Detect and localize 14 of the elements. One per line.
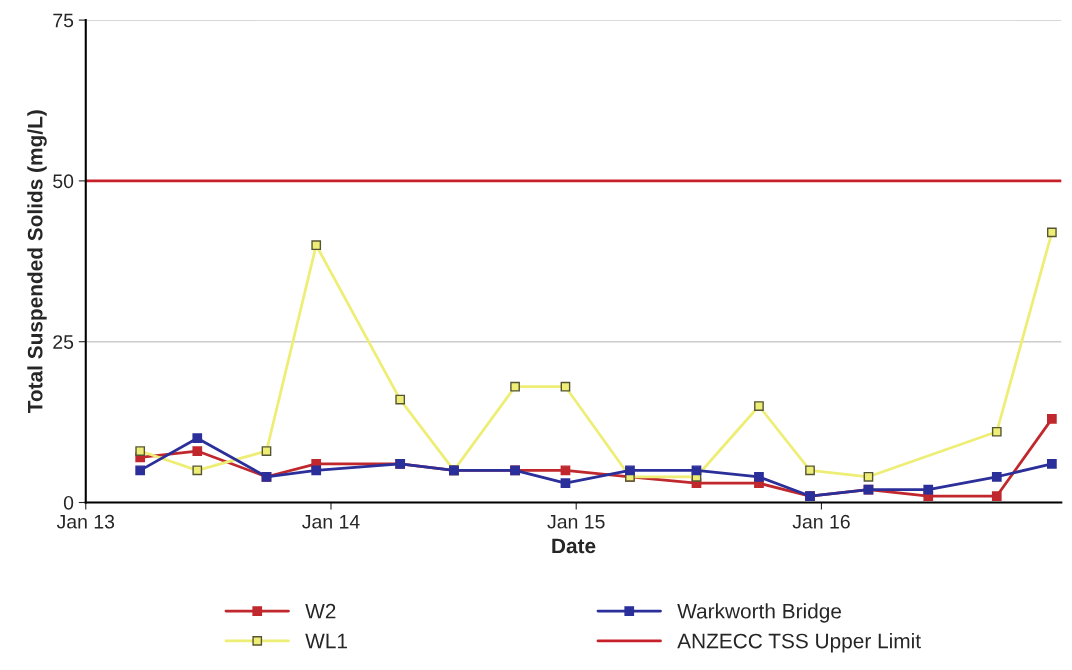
x-tick-label: Jan 13 bbox=[56, 514, 115, 529]
y-tick-label: 0 bbox=[63, 495, 74, 510]
x-axis-title: Date bbox=[552, 538, 596, 554]
y-tick-label: 50 bbox=[53, 174, 74, 189]
y-tick-label: 25 bbox=[53, 335, 74, 349]
x-tick-label: Jan 16 bbox=[792, 514, 850, 529]
legend-label: ANZECC TSS Upper Limit bbox=[677, 633, 921, 653]
y-axis-title: Total Suspended Solids (mg/L) bbox=[27, 110, 47, 414]
y-tick-label: 75 bbox=[53, 13, 74, 28]
legend-label: W2 bbox=[305, 603, 336, 619]
legend-label: WL1 bbox=[305, 633, 347, 649]
x-tick-label: Jan 15 bbox=[547, 515, 605, 529]
legend-label: Warkworth Bridge bbox=[677, 603, 842, 623]
x-tick-label: Jan 14 bbox=[302, 515, 360, 529]
